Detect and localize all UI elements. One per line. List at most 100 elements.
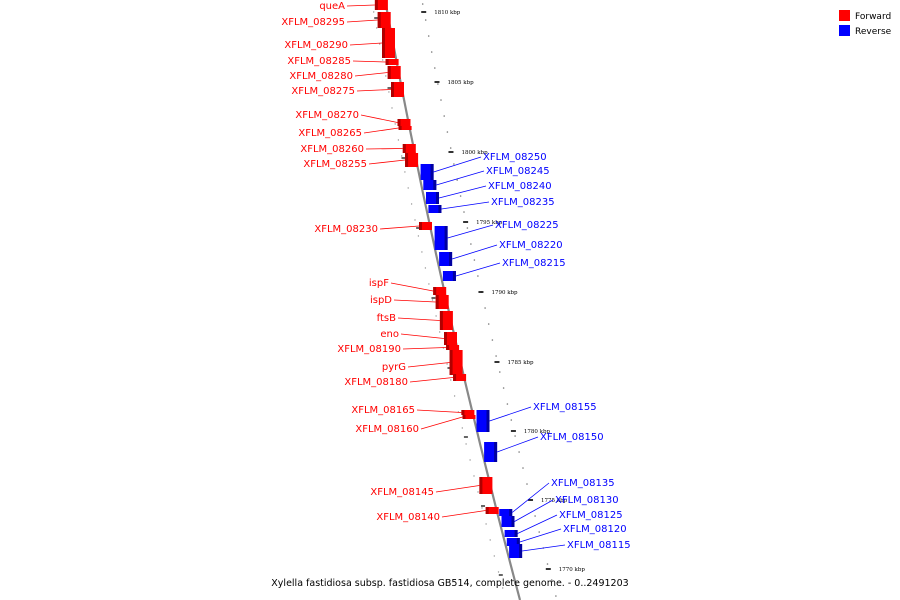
- gene-ispf[interactable]: ispF: [369, 278, 447, 295]
- gene-features: queA XFLM_08295 XFLM_08290 XFLM_08285 XFLM_0…: [281, 0, 631, 558]
- gene-xflm_08180[interactable]: XFLM_08180: [344, 374, 467, 388]
- track-dot: [379, 43, 381, 45]
- gene-label: XFLM_08190: [337, 344, 401, 355]
- track-dot: [424, 19, 427, 21]
- gene-xflm_08290[interactable]: XFLM_08290: [284, 28, 395, 58]
- gene-label: XFLM_08160: [355, 424, 419, 435]
- gene-xflm_08220[interactable]: XFLM_08220: [439, 240, 563, 266]
- gene-ftsb[interactable]: ftsB: [377, 311, 453, 330]
- gene-xflm_08155[interactable]: XFLM_08155: [476, 402, 597, 432]
- track-dot: [546, 563, 549, 565]
- gene-xflm_08115[interactable]: XFLM_08115: [509, 540, 631, 558]
- gene-feature: [501, 516, 515, 527]
- gene-label: XFLM_08235: [491, 197, 555, 208]
- track-dot: [502, 387, 505, 389]
- gene-xflm_08295[interactable]: XFLM_08295: [281, 12, 391, 28]
- gene-label: ftsB: [377, 313, 396, 324]
- gene-xflm_08280[interactable]: XFLM_08280: [289, 66, 401, 82]
- gene-feature: [434, 226, 448, 250]
- gene-connector: [489, 406, 532, 422]
- gene-xflm_08145[interactable]: XFLM_08145: [370, 477, 493, 498]
- gene-xflm_08270[interactable]: XFLM_08270: [295, 110, 411, 126]
- gene-quea[interactable]: queA: [319, 0, 388, 12]
- gene-xflm_08135[interactable]: XFLM_08135: [499, 478, 615, 516]
- track-dot: [421, 3, 424, 5]
- gene-connector: [349, 42, 383, 46]
- gene-label: XFLM_08225: [495, 220, 559, 231]
- gene-xflm_08125[interactable]: XFLM_08125: [504, 510, 623, 537]
- track-dot: [440, 99, 442, 101]
- gene-xflm_08190[interactable]: XFLM_08190: [337, 344, 460, 355]
- track-dot: [373, 11, 375, 13]
- gene-feature: [402, 144, 416, 153]
- gene-xflm_08215[interactable]: XFLM_08215: [442, 258, 566, 281]
- gene-connector: [402, 347, 447, 350]
- track-dot: [466, 227, 469, 229]
- gene-label: XFLM_08240: [488, 181, 552, 192]
- track-dot: [493, 555, 495, 557]
- gene-xflm_08285[interactable]: XFLM_08285: [287, 56, 399, 67]
- gene-xflm_08255[interactable]: XFLM_08255: [303, 153, 419, 170]
- gene-label: ispD: [370, 295, 392, 306]
- gene-xflm_08230[interactable]: XFLM_08230: [314, 222, 432, 235]
- track-dot: [489, 539, 491, 541]
- scale-tick-label: 1770 kbp: [559, 567, 586, 573]
- gene-connector: [436, 170, 485, 186]
- gene-xflm_08120[interactable]: XFLM_08120: [506, 524, 627, 546]
- gene-feature-shade: [479, 477, 483, 494]
- map-caption: Xylella fastidiosa subsp. fastidiosa GB5…: [271, 578, 629, 589]
- gene-xflm_08140[interactable]: XFLM_08140: [376, 507, 499, 523]
- gene-xflm_08250[interactable]: XFLM_08250: [420, 152, 547, 180]
- gene-feature-shade: [452, 271, 456, 281]
- gene-xflm_08165[interactable]: XFLM_08165: [351, 405, 475, 416]
- gene-pyrg[interactable]: pyrG: [382, 350, 463, 375]
- gene-label: XFLM_08125: [559, 510, 623, 521]
- track-dot: [491, 339, 494, 341]
- track-dot: [459, 195, 462, 197]
- gene-connector: [416, 409, 462, 413]
- gene-label: XFLM_08285: [287, 56, 351, 67]
- gene-feature-shade: [511, 516, 515, 527]
- gene-connector: [511, 482, 550, 513]
- scale-tick-label: 1795 kbp: [476, 220, 503, 226]
- gene-feature: [479, 477, 493, 494]
- gene-xflm_08150[interactable]: XFLM_08150: [484, 432, 604, 462]
- track-dot: [473, 475, 475, 477]
- gene-xflm_08160[interactable]: XFLM_08160: [355, 415, 476, 435]
- gene-connector: [455, 262, 501, 277]
- track-dot: [404, 171, 406, 173]
- gene-xflm_08235[interactable]: XFLM_08235: [428, 197, 555, 213]
- gene-feature-shade: [494, 442, 498, 462]
- scale-tick-label: 1785 kbp: [507, 360, 534, 366]
- gene-xflm_08260[interactable]: XFLM_08260: [300, 144, 416, 155]
- gene-feature-shade: [485, 507, 489, 514]
- gene-xflm_08275[interactable]: XFLM_08275: [291, 82, 404, 97]
- gene-feature-shade: [438, 205, 442, 213]
- gene-eno[interactable]: eno: [380, 329, 457, 345]
- track-dot: [461, 427, 463, 429]
- track-dot: [456, 179, 459, 181]
- track-dot: [424, 267, 427, 269]
- gene-xflm_08240[interactable]: XFLM_08240: [426, 181, 552, 204]
- gene-feature: [435, 295, 449, 309]
- gene-feature: [374, 0, 388, 10]
- gene-feature: [446, 345, 460, 350]
- gene-feature-shade: [462, 415, 466, 419]
- gene-connector: [522, 544, 566, 552]
- gene-connector: [438, 185, 487, 199]
- gene-xflm_08245[interactable]: XFLM_08245: [423, 166, 550, 190]
- legend-label-reverse: Reverse: [855, 27, 892, 37]
- gene-xflm_08130[interactable]: XFLM_08130: [501, 495, 619, 527]
- gene-xflm_08225[interactable]: XFLM_08225: [434, 220, 559, 250]
- gene-feature: [391, 82, 404, 97]
- gene-feature-shade: [449, 350, 453, 375]
- track-dot: [485, 523, 487, 525]
- gene-ispd[interactable]: ispD: [370, 295, 449, 309]
- gene-feature: [423, 180, 437, 190]
- scale-tick-label: 1775 kbp: [541, 498, 568, 504]
- gene-label: XFLM_08150: [540, 432, 604, 443]
- track-dot: [495, 355, 497, 357]
- gene-xflm_08265[interactable]: XFLM_08265: [298, 126, 412, 139]
- gene-feature: [377, 12, 391, 28]
- gene-label: XFLM_08250: [483, 152, 547, 163]
